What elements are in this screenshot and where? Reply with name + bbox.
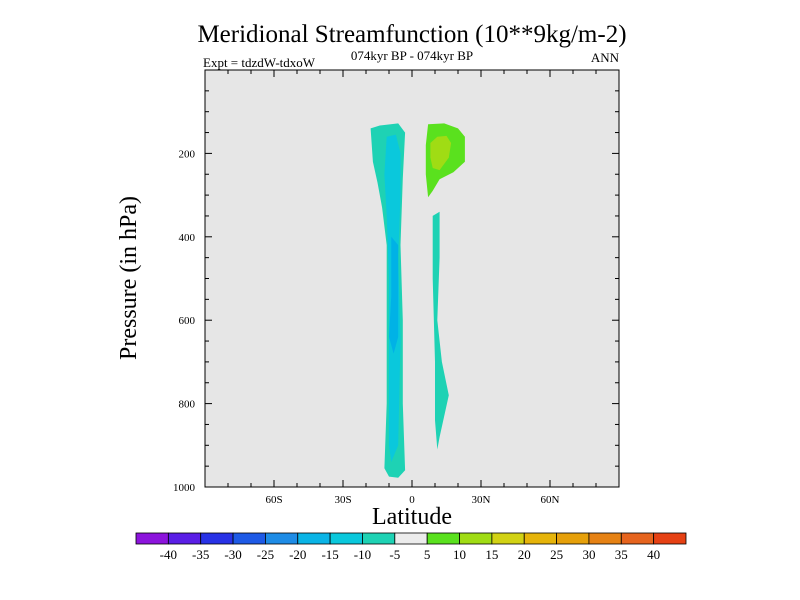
y-tick-label: 400 [179,232,196,244]
colorbar-label: 25 [550,547,563,562]
colorbar-label: 20 [518,547,531,562]
y-tick-label: 1000 [173,482,196,494]
colorbar-swatch [297,532,331,545]
colorbar-swatch [426,532,460,545]
colorbar-swatch [588,532,622,545]
colorbar-label: -35 [192,547,209,562]
x-tick-label: 30S [334,494,351,506]
colorbar-swatch [135,532,169,545]
colorbar-swatch [653,532,687,545]
x-tick-label: 0 [409,494,415,506]
colorbar-label: -5 [389,547,400,562]
y-tick-label: 800 [179,399,196,411]
y-tick-label: 200 [179,148,196,160]
colorbar-swatch [329,532,363,545]
colorbar-swatch [459,532,493,545]
colorbar-label: -10 [354,547,371,562]
colorbar-label: 35 [615,547,628,562]
chart-title: Meridional Streamfunction (10**9kg/m-2) [197,21,626,48]
colorbar-label: -20 [289,547,306,562]
x-tick-label: 60N [541,494,560,506]
contour-fills [370,123,465,478]
colorbar-label: -40 [160,547,177,562]
colorbar-label: 15 [485,547,498,562]
contour-region-negative-lower-branch [432,211,449,450]
colorbar-label: 30 [582,547,595,562]
colorbar-swatch [620,532,655,545]
colorbar-swatch [265,532,299,545]
experiment-label: Expt = tdzdW-tdxoW [203,55,316,70]
colorbar-label: 10 [453,547,466,562]
colorbar-label: -25 [257,547,274,562]
axis-ticks: 60S 30S 0 30N 60N 200 400 600 800 1000 [173,69,620,506]
x-axis-label: Latitude [372,504,452,530]
y-tick-label: 600 [179,315,196,327]
colorbar-label: 5 [424,547,431,562]
colorbar-swatch [232,532,266,545]
y-axis-label: Pressure (in hPa) [116,196,142,360]
x-tick-label: 60S [265,494,282,506]
colorbar-swatch [523,532,557,545]
colorbar-label: 40 [647,547,660,562]
colorbar-swatch [362,532,396,545]
colorbar-swatch [167,532,202,545]
contour-region-negative-cell-inner [389,236,399,354]
colorbar-swatch [394,532,428,545]
contour-region-positive-cell-inner [430,135,452,171]
colorbar-label: -15 [321,547,338,562]
colorbar-label: -30 [224,547,241,562]
time-period-label: 074kyr BP - 074kyr BP [351,48,473,63]
colorbar: -40 -35 -30 -25 -20 -15 -10 -5 5 10 15 20 25 30 35 40 [135,532,687,562]
colorbar-swatch [200,532,234,545]
colorbar-swatch [491,532,525,545]
season-label: ANN [591,50,620,65]
plot-area-background [205,70,619,487]
x-tick-label: 30N [472,494,491,506]
colorbar-swatch [556,532,590,545]
